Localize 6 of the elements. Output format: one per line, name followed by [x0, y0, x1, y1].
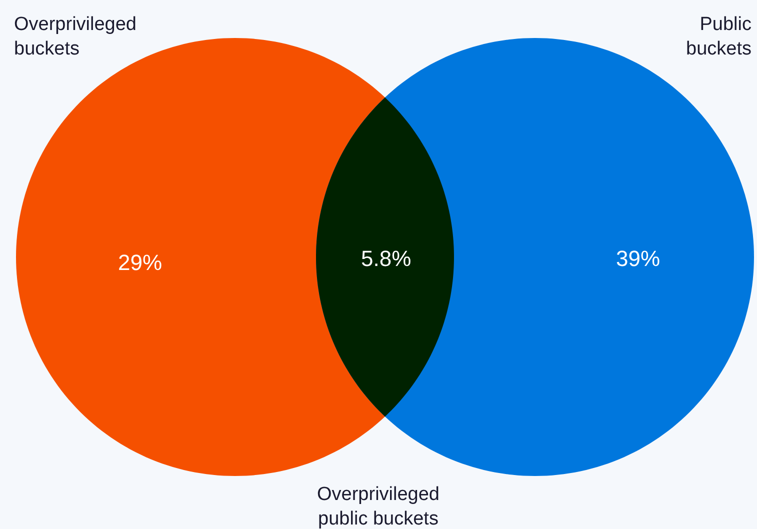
- category-label: Overprivileged public buckets: [317, 484, 440, 529]
- category-label: Overprivileged buckets: [14, 14, 136, 60]
- data-label: 29%: [118, 250, 162, 275]
- data-label: 39%: [616, 246, 660, 271]
- category-label: Public buckets: [686, 14, 752, 60]
- data-label: 5.8%: [361, 246, 412, 271]
